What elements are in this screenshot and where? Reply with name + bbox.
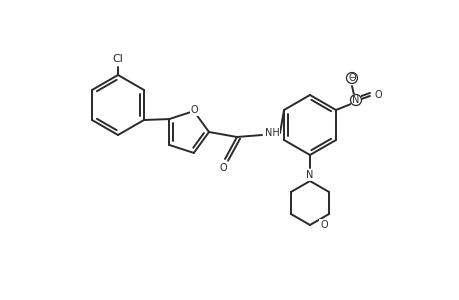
Text: O: O [218, 163, 226, 173]
Text: Cl: Cl [112, 54, 123, 64]
Text: N: N [352, 95, 359, 105]
Text: N: N [306, 170, 313, 180]
Text: O: O [319, 220, 327, 230]
Text: O: O [190, 105, 198, 115]
Text: NH: NH [264, 128, 279, 138]
Text: O: O [373, 90, 381, 100]
Text: −: − [348, 74, 354, 82]
Text: O: O [347, 73, 355, 83]
